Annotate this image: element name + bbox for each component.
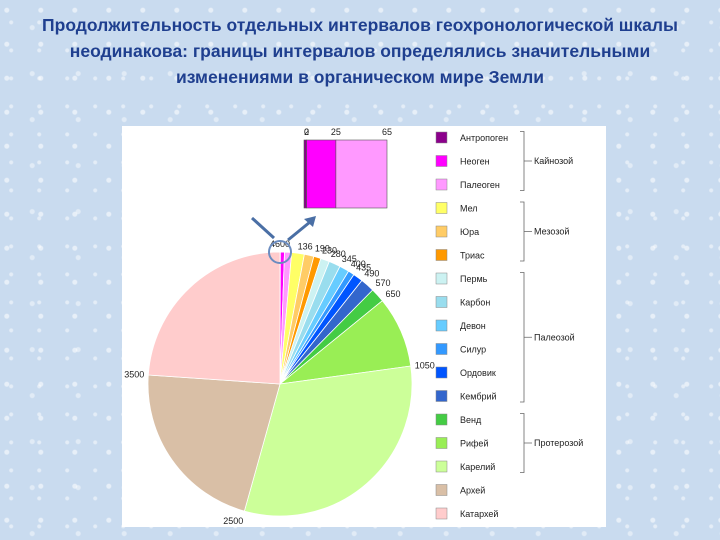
legend-swatch-кембрий [435,390,448,402]
zoom-circle [268,240,292,264]
legend-swatch-антропоген [435,131,448,144]
zoom-band-палеоген [335,139,388,209]
chart-figure: 4600 136 190 230 280 345 400 435 490 570 650 1050 25… [122,126,606,527]
boundary-label-190: 190 [315,244,330,254]
zoom-band-неоген [306,139,337,209]
legend-swatch-катархей [435,507,448,520]
zoom-marker [250,216,316,264]
zoom-inset: 02 25 65 [303,127,392,209]
legend-label-архей: Архей [460,486,485,496]
legend-label-палеоген: Палеоген [460,180,500,190]
legend-label-рифей: Рифей [460,439,488,449]
legend-label-венд: Венд [460,415,482,425]
legend-swatch-пермь [435,272,448,285]
pie-slice-архей [147,374,281,512]
group-bracket-мезозой [520,201,532,262]
legend-swatch-неоген [435,155,448,167]
slide-title: Продолжительность отдельных интервалов г… [42,15,678,87]
legend-swatch-палеоген [435,178,448,191]
group-label-протерозой: Протерозой [534,438,583,448]
zoom-tick-2: 2 [304,127,309,137]
boundary-label-435: 435 [356,262,371,272]
boundary-label-570: 570 [376,278,391,288]
legend-label-юра: Юра [460,227,479,237]
boundary-label-1050: 1050 [415,361,435,371]
legend-label-триас: Триас [460,251,485,261]
group-bracket-кайнозой [520,131,532,191]
zoom-arrow-right [287,220,311,242]
legend-swatch-карелий [435,460,448,473]
legend-swatch-рифей [435,437,448,449]
legend-swatch-карбон [435,296,448,308]
boundary-label-400: 400 [351,259,366,269]
legend-swatch-мел [435,202,448,214]
legend-swatch-девон [435,319,448,332]
boundary-label-230: 230 [322,246,337,256]
legend-label-девон: Девон [460,321,486,331]
boundary-label-490: 490 [364,268,379,278]
legend-label-антропоген: Антропоген [460,133,508,143]
group-label-мезозой: Мезозой [534,227,569,237]
legend-label-мел: Мел [460,204,478,214]
boundary-label-3500: 3500 [124,370,144,380]
group-bracket-протерозой [520,413,532,473]
boundary-label-4600: 4600 [270,239,290,249]
legend-swatch-триас [435,249,448,261]
legend-swatch-венд [435,413,448,426]
group-bracket-палеозой [520,272,532,403]
legend-label-неоген: Неоген [460,157,490,167]
group-label-палеозой: Палеозой [534,332,575,342]
legend-label-пермь: Пермь [460,274,488,284]
legend: Антропоген Неоген Палеоген Мел Юра Триас Пермь… [435,131,508,520]
zoom-arrow-left [250,216,276,240]
legend-label-катархей: Катархей [460,509,498,519]
legend-swatch-ордовик [435,366,448,379]
zoom-tick-25: 25 [331,127,341,137]
legend-label-ордовик: Ордовик [460,368,496,378]
legend-swatch-архей [435,484,448,496]
pie-slices [147,251,413,517]
boundary-label-650: 650 [386,289,401,299]
pie-slice-карелий [243,365,413,517]
legend-swatch-юра [435,225,448,238]
legend-swatch-силур [435,343,448,355]
legend-label-карелий: Карелий [460,462,495,472]
boundary-label-280: 280 [331,249,346,259]
boundary-label-2500: 2500 [223,516,243,526]
legend-label-кембрий: Кембрий [460,392,497,402]
legend-label-карбон: Карбон [460,298,490,308]
legend-label-силур: Силур [460,345,486,355]
group-label-кайнозой: Кайнозой [534,156,573,166]
boundary-label-345: 345 [342,254,357,264]
pie-chart: 4600 136 190230280345400435490570650105025… [124,127,583,526]
zoom-tick-65: 65 [382,127,392,137]
zoom-arrow-head [304,216,316,227]
boundary-label-136: 136 [298,241,313,251]
era-groups: Кайнозой Мезозой Палеозой Протерозой [520,131,583,473]
pie-slice-катархей [147,251,281,385]
zoom-tick-0: 0 [304,127,309,137]
zoom-band-антропоген [303,139,307,209]
